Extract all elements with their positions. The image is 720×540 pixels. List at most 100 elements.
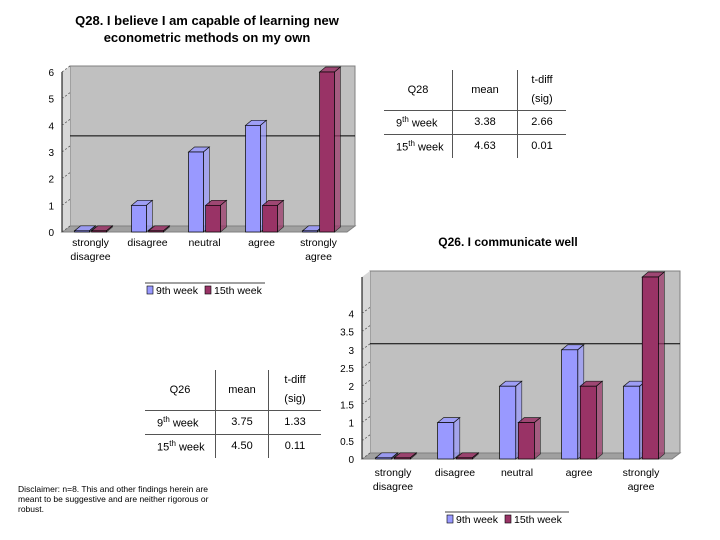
chart2-bar-15th: [641, 276, 659, 460]
chart1-y-tick-mark: [61, 225, 71, 233]
chart1-title-line: Q28. I believe I am capable of learning …: [75, 13, 340, 28]
chart2-category-label: neutral: [501, 467, 533, 479]
chart2-category-label: agree: [628, 481, 655, 493]
chart2-category-label: strongly: [375, 467, 413, 479]
chart1-bar-9th: [302, 230, 318, 233]
disclaimer-text: Disclaimer: n=8. This and other findings…: [18, 484, 209, 514]
chart1-category-label: agree: [248, 237, 275, 249]
chart1-category-label: disagree: [70, 251, 110, 263]
chart2-legend-swatch-9th: [446, 514, 454, 524]
chart1-category-label: strongly: [72, 237, 110, 249]
chart1-y-tick-label: 5: [48, 95, 54, 106]
chart1-bar-9th: [74, 230, 90, 233]
q26-row-9th-label: 9th week: [145, 409, 216, 435]
q28-table-header-mean: mean: [452, 70, 518, 111]
chart1-bar-15th: [91, 230, 107, 233]
q28-stats-table: Q28 mean t-diff (sig) 9th week 3.38 2.66…: [384, 70, 566, 158]
chart1-bar-15th: [205, 204, 221, 233]
q28-table-header-question: Q28: [384, 70, 453, 111]
chart2-bar-15th: [517, 422, 535, 460]
chart1-category-label: strongly: [300, 237, 338, 249]
chart2-y-tick-label: 1: [348, 419, 354, 430]
chart2-legend-label: 9th week: [456, 514, 499, 526]
chart1-bar-side-9th: [146, 199, 153, 233]
chart2-y-tick-label: 2: [348, 382, 354, 393]
chart2-bar-15th: [579, 385, 597, 460]
chart1-bar-9th: [188, 151, 204, 233]
chart2-y-tick-mark: [361, 434, 371, 442]
chart2-y-tick-label: 3: [348, 346, 354, 357]
q26-row-15th-label: 15th week: [145, 433, 216, 458]
chart2-title-line: Q26. I communicate well: [438, 235, 577, 249]
chart1-legend-label: 9th week: [156, 285, 199, 297]
q28-row-9th-label: 9th week: [384, 110, 453, 135]
chart2-category-label: strongly: [623, 467, 661, 479]
chart1-y-tick-mark: [61, 119, 71, 126]
chart1-legend-label: 15th week: [214, 285, 263, 297]
q26-row-15th-mean: 4.50: [215, 433, 269, 458]
chart1-y-tick-mark: [61, 65, 71, 73]
chart2-bar-15th: [455, 457, 473, 460]
chart1-title-line: econometric methods on my own: [104, 30, 311, 45]
chart2-bar-side-9th: [453, 416, 461, 460]
chart1-y-tick-label: 4: [48, 121, 54, 132]
chart1-y-tick-label: 0: [48, 228, 54, 239]
chart1-legend-swatch-15th: [204, 285, 212, 295]
chart2-bar-side-15th: [658, 271, 665, 460]
chart1-y-tick-label: 1: [48, 201, 54, 212]
chart1-y-tick-mark: [61, 92, 71, 99]
chart1-y-tick-mark: [61, 199, 71, 206]
q28-row-15th-tdiff: 0.01: [517, 134, 566, 158]
q26-row-9th-mean: 3.75: [215, 409, 269, 435]
chart1-category-label: disagree: [127, 237, 167, 249]
chart1-category-label: agree: [305, 251, 332, 263]
q26-table-header-question: Q26: [145, 370, 216, 411]
chart2-bar-15th: [393, 457, 411, 460]
chart2-category-label: agree: [566, 467, 593, 479]
q26-row-15th-tdiff: 0.11: [268, 433, 321, 458]
chart1-bar-side-15th: [334, 66, 341, 233]
q26-table-header-mean: mean: [215, 370, 269, 411]
chart1-category-label: neutral: [188, 237, 220, 249]
q28-row-9th-tdiff: 2.66: [517, 110, 566, 135]
chart2-bar-side-15th: [596, 380, 603, 460]
chart2-y-tick-label: 1.5: [340, 400, 354, 411]
chart2-bar-9th: [375, 457, 393, 460]
chart2-bar-9th: [561, 349, 579, 460]
chart1-y-tick-mark: [61, 145, 71, 153]
chart2-y-tick-mark: [361, 325, 371, 332]
chart1-bar-15th: [262, 204, 278, 233]
chart2-y-tick-mark: [361, 398, 371, 405]
chart2-category-label: disagree: [435, 467, 475, 479]
chart2-y-tick-label: 0: [348, 455, 354, 466]
q26-stats-table: Q26 mean t-diff (sig) 9th week 3.75 1.33…: [145, 370, 321, 458]
chart1-bar-9th: [245, 124, 261, 233]
chart1-y-tick-label: 2: [48, 175, 54, 186]
chart2-y-tick-mark: [361, 343, 371, 351]
chart2-y-tick-mark: [361, 307, 371, 314]
chart1-bar-9th: [131, 204, 147, 233]
chart2-legend-swatch-15th: [504, 514, 512, 524]
chart2-bar-side-15th: [534, 416, 541, 460]
chart1-y-tick-mark: [61, 172, 71, 179]
chart2-bar-9th: [499, 385, 517, 460]
chart1-plot-wall: [69, 65, 356, 227]
q26-table-header-tdiff: t-diff (sig): [268, 370, 321, 411]
chart1-y-tick-label: 6: [48, 68, 54, 79]
chart1-bar-side-15th: [277, 199, 284, 233]
chart2-y-tick-label: 4: [348, 309, 354, 320]
q28-row-15th-mean: 4.63: [452, 134, 518, 158]
chart1-bar-15th: [319, 71, 335, 233]
chart2-y-tick-label: 2.5: [340, 364, 354, 375]
q28-row-9th-mean: 3.38: [452, 110, 518, 135]
chart2-bar-9th: [623, 385, 641, 460]
chart2-bar-9th: [437, 422, 455, 460]
chart2-category-label: disagree: [373, 481, 413, 493]
q28-row-15th-label: 15th week: [396, 138, 444, 154]
chart1-bar-side-15th: [220, 199, 227, 233]
chart2-y-tick-mark: [361, 361, 371, 369]
chart2-y-tick-label: 3.5: [340, 328, 354, 339]
q28-table-header-tdiff: t-diff (sig): [517, 70, 566, 111]
chart2-y-tick-mark: [361, 416, 371, 423]
